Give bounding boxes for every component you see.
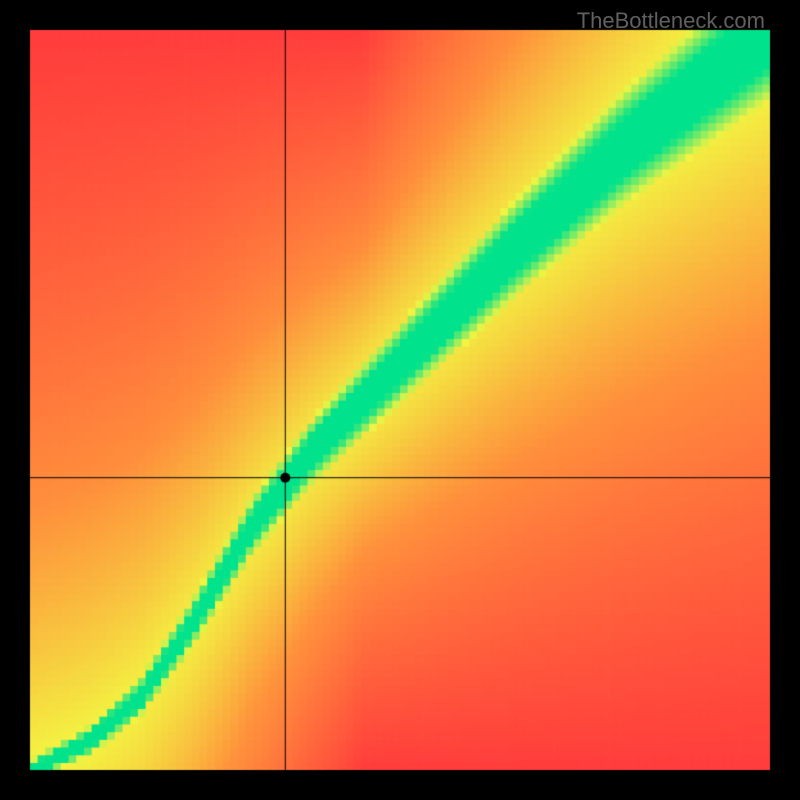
watermark-text: TheBottleneck.com — [577, 8, 765, 34]
chart-root: { "meta": { "watermark": "TheBottleneck.… — [0, 0, 800, 800]
heatmap-canvas — [0, 0, 800, 800]
